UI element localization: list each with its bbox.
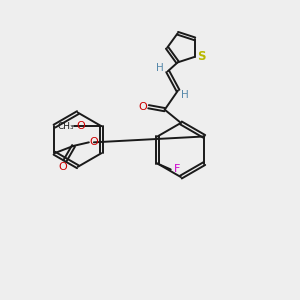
Text: F: F [173,164,180,174]
Text: H: H [156,63,164,74]
Text: S: S [197,50,206,63]
Text: O: O [138,102,147,112]
Text: O: O [89,137,98,147]
Text: O: O [76,121,85,131]
Text: O: O [59,162,68,172]
Text: H: H [181,90,188,100]
Text: CH₃: CH₃ [58,122,75,130]
